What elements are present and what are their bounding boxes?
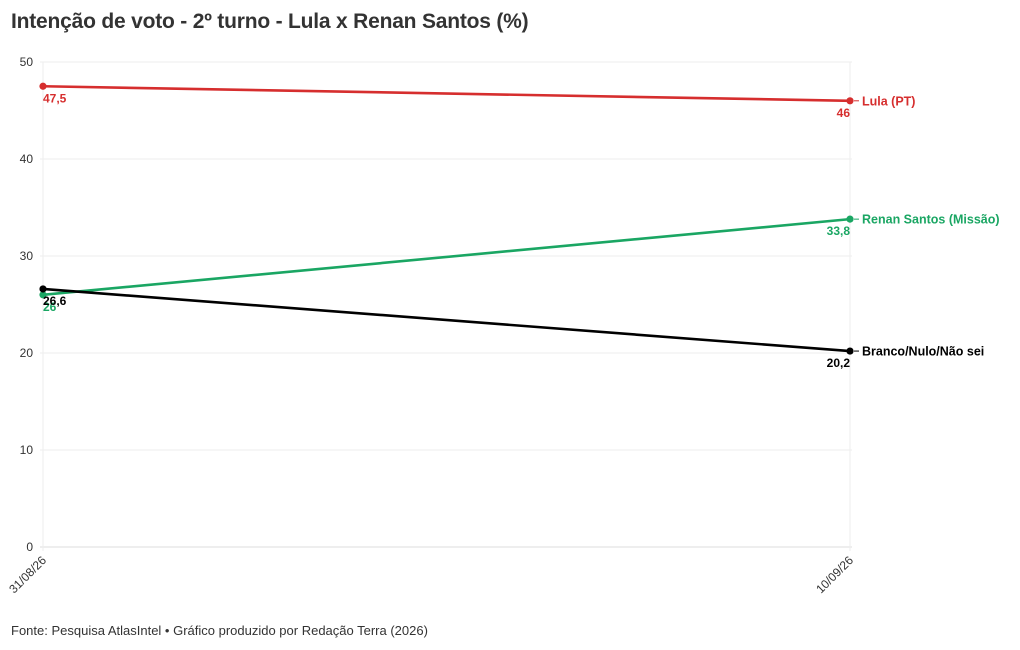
y-tick-label: 40: [20, 152, 34, 166]
chart-title: Intenção de voto - 2º turno - Lula x Ren…: [11, 10, 529, 33]
data-point: [39, 285, 47, 293]
data-label: 20,2: [827, 356, 851, 370]
y-tick-label: 50: [20, 55, 34, 69]
data-point: [39, 291, 47, 299]
data-point: [39, 82, 47, 90]
x-tick-label: 31/08/26: [6, 553, 49, 596]
data-label: 47,5: [43, 91, 67, 105]
series-label: Branco/Nulo/Não sei: [862, 345, 984, 359]
series-label: Lula (PT): [862, 94, 915, 108]
y-tick-label: 10: [20, 443, 34, 457]
series-line: [42, 84, 851, 103]
series-layer: [39, 82, 854, 355]
data-point: [846, 97, 854, 105]
data-label: 26,6: [43, 294, 67, 308]
data-label: 46: [837, 106, 851, 120]
data-point: [846, 215, 854, 223]
data-label: 26: [43, 300, 57, 314]
label-layer: 47,5 46 Lula (PT) 26 33,8 Renan Santos (Missã…: [43, 91, 1000, 370]
y-tick-label: 0: [26, 540, 33, 554]
series-label: Renan Santos (Missão): [862, 213, 1000, 227]
x-tick-label: 10/09/26: [813, 553, 856, 596]
series-line: [42, 287, 851, 353]
y-tick-label: 20: [20, 346, 34, 360]
series-line: [42, 217, 851, 297]
grid-layer: [40, 61, 852, 551]
y-tick-label: 30: [20, 249, 34, 263]
data-point: [846, 347, 854, 355]
data-label: 33,8: [827, 224, 851, 238]
source-note: Fonte: Pesquisa AtlasIntel • Gráfico pro…: [11, 623, 428, 638]
axis-layer: 0 10 20 30 40 50 31/08/26 10/09/26: [6, 55, 856, 596]
